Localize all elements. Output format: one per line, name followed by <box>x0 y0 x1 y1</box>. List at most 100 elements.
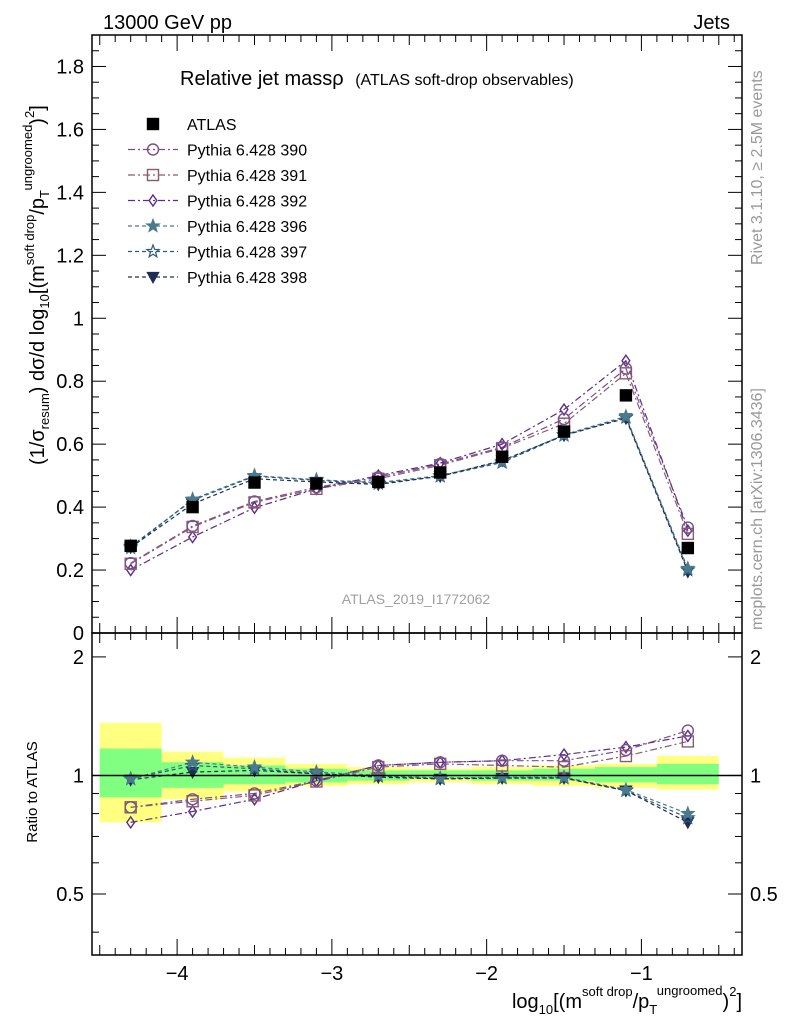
ratio-point-p390 <box>186 793 199 806</box>
ratio-point-p391 <box>619 749 633 763</box>
x-tick-label: −2 <box>475 963 498 985</box>
legend-label: Pythia 6.428 397 <box>187 245 307 262</box>
x-tick-label: −4 <box>166 963 189 985</box>
series-line-p396 <box>130 415 689 569</box>
ratio-y-tick-label: 2 <box>73 647 84 669</box>
ratio-line-p398 <box>130 769 689 823</box>
point-p396 <box>680 560 696 576</box>
point-data <box>248 476 261 489</box>
ratio-point-p390 <box>372 759 385 772</box>
ratio-point-p392 <box>683 729 693 743</box>
legend-marker-p392 <box>148 193 158 208</box>
chart-title-main: Relative jet massρ <box>180 68 344 90</box>
ratio-point-p390 <box>557 754 571 767</box>
legend-label: Pythia 6.428 398 <box>187 270 307 287</box>
x-tick-labels: −4 −3 −2 −1 <box>166 963 653 985</box>
band-inner-bin <box>656 763 719 785</box>
point-p390 <box>186 519 199 533</box>
y-tick-label: 1 <box>73 308 84 330</box>
main-y-tick-labels: 0 0.2 0.4 0.6 0.8 1 1.2 1.4 1.6 1.8 <box>56 56 84 645</box>
point-p390 <box>619 362 633 375</box>
ratio-point-p396 <box>618 781 634 797</box>
ratio-y-tick-label: 0.5 <box>56 884 84 906</box>
point-data <box>124 539 137 553</box>
y-tick-label: 1.2 <box>56 245 84 267</box>
x-tick-label: −3 <box>320 963 343 985</box>
ratio-point-p397 <box>680 809 696 825</box>
x-axis-label: log10[(msoft drop/pTungroomed)2] <box>512 983 742 1017</box>
ratio-point-p390 <box>434 756 447 769</box>
ratio-point-p391 <box>495 759 509 772</box>
ratio-point-p396 <box>680 805 696 821</box>
point-data <box>186 500 199 514</box>
ylabel-part: (1/σ <box>27 429 49 465</box>
legend-label: ATLAS <box>187 117 237 134</box>
legend-marker-p398 <box>146 271 160 284</box>
y-tick-label: 0.6 <box>56 434 84 456</box>
ratio-point-p390 <box>248 787 261 800</box>
legend-label: Pythia 6.428 390 <box>187 143 307 160</box>
ratio-series-group <box>122 724 696 830</box>
ratio-point-p390 <box>124 801 137 814</box>
point-p391 <box>681 527 695 541</box>
point-data <box>619 389 633 402</box>
point-p391 <box>619 367 633 380</box>
xlabel-sup-softdrop: soft drop <box>582 984 633 999</box>
ratio-y-tick-label-right: 2 <box>750 647 761 669</box>
y-tick-label: 0 <box>73 623 84 645</box>
ratio-point-p397 <box>184 757 201 773</box>
ratio-line-p390 <box>130 730 689 808</box>
chart-title-sub: (ATLAS soft-drop observables) <box>355 72 573 89</box>
point-p390 <box>124 556 137 570</box>
ratio-line-p397 <box>130 764 689 819</box>
legend-marker-p390 <box>146 143 160 156</box>
ratio-y-tick-labels: 0.5 0.5 1 1 2 2 <box>56 647 778 906</box>
ratio-y-axis-label: Ratio to ATLAS <box>24 741 41 842</box>
ylabel-part: ) dσ/d log <box>27 309 49 394</box>
xlabel-part: [(m <box>553 991 582 1013</box>
point-data <box>495 450 509 463</box>
series-line-p392 <box>130 359 689 571</box>
point-data <box>681 541 695 555</box>
main-y-axis-label: (1/σresum) dσ/d log10[(msoft drop/pTungr… <box>20 105 52 465</box>
ratio-point-p390 <box>681 724 695 737</box>
ylabel-sub-10: 10 <box>37 294 52 308</box>
point-data <box>372 475 385 489</box>
xlabel-part: ] <box>736 991 742 1013</box>
ratio-point-p396 <box>122 770 139 786</box>
ratio-point-p390 <box>495 754 509 767</box>
side-label-rivet: Rivet 3.1.10, ≥ 2.5M events <box>749 70 766 265</box>
legend-label: Pythia 6.428 392 <box>187 194 307 211</box>
side-label-mcplots: mcplots.cern.ch [arXiv:1306.3436] <box>749 388 766 630</box>
xlabel-part: /p <box>633 991 650 1013</box>
ratio-point-p392 <box>559 747 569 762</box>
chart-title: Relative jet massρ (ATLAS soft-drop obse… <box>180 68 574 90</box>
ylabel-sup-2: 2 <box>22 111 37 118</box>
point-p392 <box>559 402 569 417</box>
y-tick-label: 0.4 <box>56 497 84 519</box>
legend-marker-data <box>146 117 160 131</box>
xlabel-sup-ungroomed: ungroomed <box>657 983 723 998</box>
point-data <box>310 477 323 490</box>
y-tick-label: 1.4 <box>56 182 84 204</box>
ratio-plot-frame <box>91 632 743 956</box>
x-tick-label: −1 <box>630 963 653 985</box>
ratio-line-p392 <box>130 735 688 823</box>
xlabel-part: ) <box>723 991 730 1013</box>
ratio-point-p396 <box>184 754 201 769</box>
ylabel-part: ) <box>27 118 49 125</box>
xlabel-part: log <box>512 991 539 1013</box>
legend-marker-p397 <box>145 243 161 259</box>
main-series-group <box>122 354 696 579</box>
ylabel-part: /p <box>27 198 49 215</box>
ylabel-part: ] <box>27 105 49 111</box>
point-p390 <box>248 495 261 508</box>
ylabel-sup-ungroomed: ungroomed <box>20 125 35 191</box>
point-p392 <box>621 354 631 368</box>
ylabel-sup-softdrop: soft drop <box>22 215 37 266</box>
legend-label: Pythia 6.428 391 <box>187 168 307 185</box>
xlabel-sup-2: 2 <box>729 984 736 999</box>
analysis-watermark: ATLAS_2019_I1772062 <box>342 591 491 607</box>
ratio-point-p391 <box>557 760 571 774</box>
